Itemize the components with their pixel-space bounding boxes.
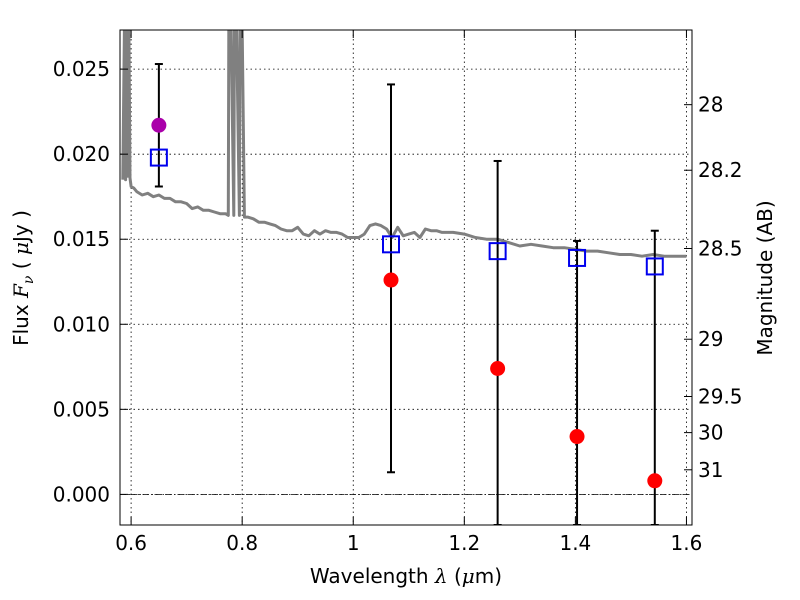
- model-photometry-square: [149, 148, 168, 167]
- y2-tick-label: 28.5: [698, 236, 743, 260]
- y-tick-label: 0.005: [53, 397, 110, 421]
- x-tick-label: 1.4: [559, 531, 591, 555]
- observed-point: [383, 272, 399, 288]
- y-tick-label: 0.025: [53, 57, 110, 81]
- observed-point: [490, 361, 506, 377]
- magenta-point: [151, 117, 167, 133]
- x-tick-label: 1: [347, 531, 360, 555]
- y-tick-label: 0.010: [53, 312, 110, 336]
- y-axis-label: Flux Fν ( μJy ): [9, 210, 37, 346]
- ticks-group: 0.6 0.8 1 1.2 1.4 1.6 0.000 0.005 0.010 0.015 0.02…: [53, 30, 743, 555]
- x-axis-label: Wavelength λ (μm): [310, 564, 502, 588]
- y2-tick-label: 31: [698, 458, 723, 482]
- x-tick-label: 0.8: [226, 531, 258, 555]
- y-tick-label: 0.015: [53, 227, 110, 251]
- model-spectrum-group: [121, 30, 687, 258]
- y2-axis-label: Magnitude (AB): [753, 200, 777, 355]
- y2-tick-label: 29: [698, 327, 723, 351]
- model-photometry-square: [645, 257, 664, 276]
- y2-tick-label: 29.5: [698, 384, 743, 408]
- observed-points-group: [383, 272, 663, 489]
- y2-tick-label: 28.2: [698, 158, 743, 182]
- observed-point: [569, 429, 585, 445]
- y2-tick-label: 28: [698, 93, 723, 117]
- plot-frame: [119, 29, 693, 526]
- model-squares-group: [149, 148, 664, 276]
- x-tick-label: 1.2: [448, 531, 480, 555]
- y2-tick-label: 30: [698, 421, 723, 445]
- y-tick-label: 0.020: [53, 142, 110, 166]
- x-tick-label: 0.6: [115, 531, 147, 555]
- plot-background: [120, 30, 692, 525]
- model-spectrum-line: [121, 30, 687, 258]
- x-tick-label: 1.6: [671, 531, 703, 555]
- model-photometry-square: [568, 248, 587, 267]
- model-photometry-square: [488, 242, 507, 261]
- magenta-point-group: [151, 117, 167, 133]
- model-photometry-square: [382, 235, 401, 254]
- y-tick-label: 0.000: [53, 482, 110, 506]
- observed-point: [647, 473, 663, 489]
